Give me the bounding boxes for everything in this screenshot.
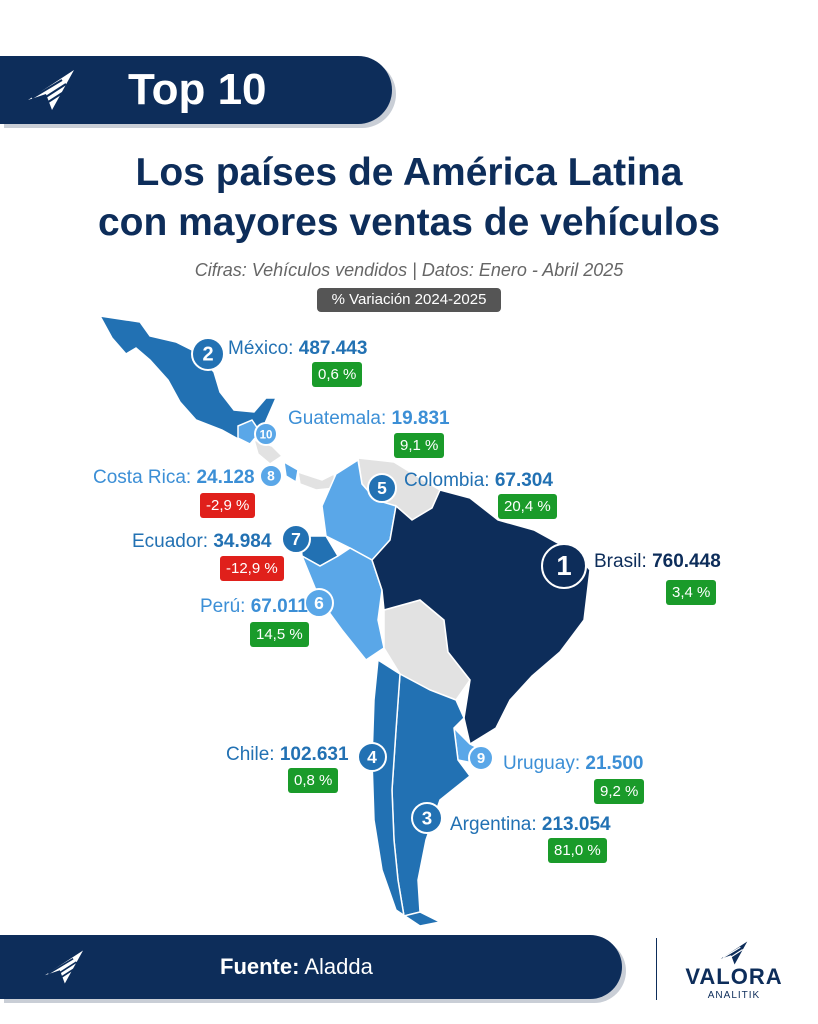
country-label-guatemala: Guatemala: 19.831 (288, 408, 450, 430)
rank-circle (411, 802, 443, 834)
footer-banner: Fuente: Aladda (0, 935, 622, 999)
sales-value: 760.448 (652, 551, 721, 572)
rank-marker-argentina: 3 (411, 802, 443, 834)
rank-number: 4 (367, 747, 377, 767)
valora-brand-icon (720, 941, 748, 965)
variation-badge-ecuador: -12,9 % (220, 556, 284, 581)
rank-marker-colombia: 5 (367, 473, 397, 503)
variation-badge-argentina: 81,0 % (548, 838, 607, 863)
country-label-ecuador: Ecuador: 34.984 (132, 531, 271, 553)
rank-marker-brasil: 1 (541, 543, 587, 589)
country-argentina (391, 672, 472, 917)
rank-circle (259, 464, 283, 488)
rank-circle (468, 745, 494, 771)
country-name: Argentina: (450, 814, 542, 835)
sales-value: 213.054 (541, 814, 611, 835)
country-label-mexico: México: 487.443 (228, 338, 367, 360)
sales-value: 102.631 (279, 744, 349, 765)
variation-badge-brasil: 3,4 % (666, 580, 717, 605)
sales-value: 19.831 (391, 408, 450, 429)
country-name: Perú: (200, 596, 251, 617)
sales-value: 67.304 (494, 470, 553, 491)
source-label: Fuente: (220, 954, 300, 979)
rank-marker-chile: 4 (357, 742, 387, 772)
valora-logo-icon (44, 950, 84, 984)
page-title: Los países de América Latina con mayores… (0, 148, 818, 248)
rank-circle (191, 337, 225, 371)
brand-subtitle: ANALITIK (707, 990, 761, 1001)
variation-badge-colombia: 20,4 % (498, 494, 557, 519)
sales-value: 487.443 (298, 338, 368, 359)
country-name: Colombia: (404, 470, 495, 491)
rank-number: 7 (291, 529, 301, 549)
country-name: Brasil: (594, 551, 653, 572)
rank-marker-peru: 6 (304, 588, 334, 618)
rank-marker-uruguay: 9 (468, 745, 494, 771)
rank-circle (357, 742, 387, 772)
subtitle: Cifras: Vehículos vendidos | Datos: Ener… (194, 260, 624, 280)
source-note: Fuente: Aladda (220, 935, 373, 999)
country-label-colombia: Colombia: 67.304 (404, 470, 553, 492)
country-label-costa-rica: Costa Rica: 24.128 (93, 467, 255, 489)
rank-circle (281, 524, 311, 554)
country-label-brasil: Brasil: 760.448 (594, 551, 721, 573)
rank-circle (304, 588, 334, 618)
brand-name: VALORA (685, 964, 783, 989)
source-value: Aladda (304, 954, 373, 979)
variation-badge-peru: 14,5 % (250, 622, 309, 647)
rank-number: 10 (260, 430, 273, 442)
rank-circle (367, 473, 397, 503)
rank-number: 9 (477, 750, 485, 767)
variation-badge-guatemala: 9,1 % (394, 433, 445, 458)
rank-marker-guatemala: 10 (254, 422, 278, 446)
sales-value: 21.500 (585, 753, 644, 774)
top-10-title: Top 10 (128, 65, 267, 114)
sales-value: 24.128 (196, 467, 255, 488)
rank-number: 8 (267, 469, 275, 484)
variation-badge-chile: 0,8 % (288, 768, 339, 793)
variation-legend-badge: % Variación 2024-2025 (317, 288, 501, 312)
title-line-2: con mayores ventas de vehículos (97, 201, 721, 244)
rank-number: 3 (422, 807, 432, 828)
country-costa-rica (283, 460, 299, 484)
sales-value: 67.011 (250, 596, 308, 617)
title-line-1: Los países de América Latina (135, 151, 683, 194)
country-brazil (371, 489, 591, 746)
rank-number: 5 (377, 478, 387, 498)
rank-circle (541, 543, 587, 589)
rank-marker-costa-rica: 8 (259, 464, 283, 488)
latin-america-map: 1 2 3 4 5 6 7 8 9 10 (98, 315, 591, 927)
rank-number: 1 (556, 550, 571, 581)
country-name: Uruguay: (503, 753, 586, 774)
country-name: Chile: (226, 744, 280, 765)
country-chile (371, 658, 443, 927)
rank-number: 2 (202, 344, 213, 366)
country-mexico (98, 315, 278, 441)
variation-badge-mexico: 0,6 % (312, 362, 363, 387)
country-name: Costa Rica: (93, 467, 197, 488)
country-label-uruguay: Uruguay: 21.500 (503, 753, 644, 775)
footer-divider (656, 938, 657, 1000)
top-banner: Top 10 (0, 56, 392, 124)
country-peru (300, 547, 385, 662)
rank-marker-mexico: 2 (191, 337, 225, 371)
country-label-argentina: Argentina: 213.054 (450, 814, 611, 836)
country-label-peru: Perú: 67.011 (200, 596, 308, 618)
valora-logo-icon (28, 70, 74, 110)
sales-value: 34.984 (213, 531, 272, 552)
country-name: Guatemala: (288, 408, 392, 429)
country-name: Ecuador: (132, 531, 214, 552)
country-name: México: (228, 338, 299, 359)
rank-number: 6 (314, 593, 324, 613)
variation-badge-uruguay: 9,2 % (594, 779, 645, 804)
rank-circle (254, 422, 278, 446)
country-label-chile: Chile: 102.631 (226, 744, 349, 766)
variation-badge-costa-rica: -2,9 % (200, 493, 256, 518)
rank-marker-ecuador: 7 (281, 524, 311, 554)
